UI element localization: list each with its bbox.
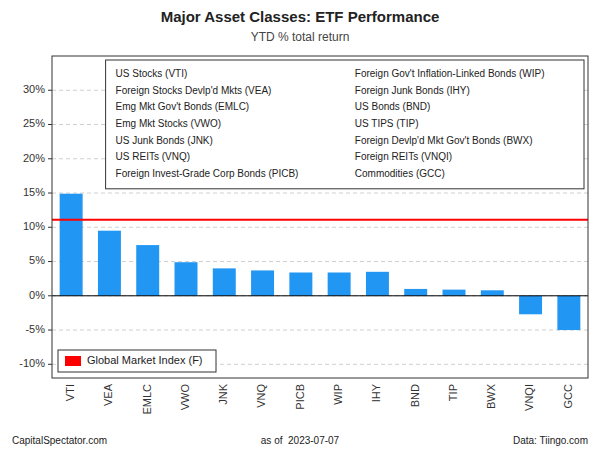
y-axis: -10% -5% 0% 5% 10% 15% 20% 25% 30% <box>19 83 52 369</box>
y-tick <box>48 158 52 159</box>
bar <box>136 245 159 296</box>
bar <box>60 194 83 296</box>
y-tick-label: -5% <box>25 323 45 335</box>
bar <box>213 268 236 295</box>
plot-frame <box>52 56 588 378</box>
y-tick <box>48 90 52 91</box>
legend-label: Global Market Index (F) <box>87 354 203 366</box>
bar <box>289 272 312 295</box>
x-tick-label: IHY <box>370 383 382 402</box>
bar <box>443 290 466 296</box>
bar <box>404 289 427 296</box>
grid-line <box>52 227 588 228</box>
y-tick <box>48 193 52 194</box>
x-tick-label: WIP <box>332 384 344 405</box>
legend: Global Market Index (F) <box>58 350 216 372</box>
legend-swatch <box>65 356 81 366</box>
zero-line <box>52 295 588 296</box>
annotation: Emg Mkt Stocks (VWO) <box>116 118 222 129</box>
annotation: Foreign Junk Bonds (IHY) <box>355 85 470 96</box>
y-tick-label: 20% <box>23 152 45 164</box>
annotation: Emg Mkt Gov't Bonds (EMLC) <box>116 101 250 112</box>
bar <box>328 272 351 295</box>
subtitle: YTD % total return <box>251 30 350 44</box>
annotation: Foreign Stocks Devlp'd Mkts (VEA) <box>116 85 272 96</box>
x-tick-label: GCC <box>562 384 574 409</box>
y-tick-label: 15% <box>23 186 45 198</box>
grid-line <box>52 295 588 296</box>
footer: CapitalSpectator.com as of 2023-07-07 Data… <box>12 435 588 446</box>
footer-text: as of 2023-07-07 <box>261 435 340 446</box>
annotation: US Bonds (BND) <box>355 101 431 112</box>
bar <box>557 296 580 330</box>
y-tick-label: 5% <box>29 254 45 266</box>
bar <box>251 270 274 295</box>
x-tick-label: BND <box>409 384 421 407</box>
plot-data <box>52 194 588 330</box>
y-tick <box>48 227 52 228</box>
annotation: US TIPS (TIP) <box>355 118 419 129</box>
annotation-frame <box>106 60 584 189</box>
y-tick <box>48 364 52 365</box>
footer-text: Data: Tiingo.com <box>513 435 588 446</box>
annotation: US Stocks (VTI) <box>116 68 188 79</box>
x-tick-label: JNK <box>217 383 229 404</box>
bar <box>519 296 542 314</box>
x-tick-label: VTI <box>64 384 76 401</box>
y-tick-label: -10% <box>19 357 45 369</box>
y-tick <box>48 330 52 331</box>
footer-text: CapitalSpectator.com <box>12 435 107 446</box>
x-tick-label: PICB <box>294 384 306 410</box>
bar <box>175 262 198 296</box>
x-tick-label: BWX <box>485 383 497 409</box>
y-tick-label: 30% <box>23 83 45 95</box>
bar <box>366 272 389 296</box>
x-tick-label: VNQI <box>523 384 535 411</box>
legend-frame <box>58 350 216 372</box>
y-tick <box>48 261 52 262</box>
grid-line <box>52 330 588 331</box>
annotation: Foreign REITs (VNQI) <box>355 151 452 162</box>
annotation: US REITs (VNQ) <box>116 151 190 162</box>
x-tick-label: VWO <box>179 384 191 411</box>
annotation: Foreign Devlp'd Mkt Gov't Bonds (BWX) <box>355 135 533 146</box>
grid-line <box>52 261 588 262</box>
annotation: Foreign Gov't Inflation-Linked Bonds (WI… <box>355 68 545 79</box>
annotation-box: US Stocks (VTI) Foreign Stocks Devlp'd Mk… <box>106 60 584 189</box>
bar <box>481 290 504 295</box>
grid-line <box>52 193 588 194</box>
y-tick-label: 10% <box>23 220 45 232</box>
title: Major Asset Classes: ETF Performance <box>161 8 440 25</box>
x-axis: VTI VEA EMLC VWO JNK VNQ PICB WIP IHY BND TIP BWX VN… <box>64 383 574 414</box>
y-tick-label: 25% <box>23 117 45 129</box>
annotation: Foreign Invest-Grade Corp Bonds (PICB) <box>116 168 299 179</box>
y-tick <box>48 295 52 296</box>
annotation: Commodities (GCC) <box>355 168 445 179</box>
x-tick-label: TIP <box>447 384 459 401</box>
y-tick-label: 0% <box>29 289 45 301</box>
x-tick-label: VEA <box>102 383 114 406</box>
y-tick <box>48 124 52 125</box>
reference-line <box>52 219 588 221</box>
x-tick-label: VNQ <box>255 384 267 408</box>
x-tick-label: EMLC <box>141 384 153 415</box>
chart: Major Asset Classes: ETF Performance YTD … <box>0 0 600 450</box>
bar <box>98 231 121 296</box>
annotation: US Junk Bonds (JNK) <box>116 135 213 146</box>
